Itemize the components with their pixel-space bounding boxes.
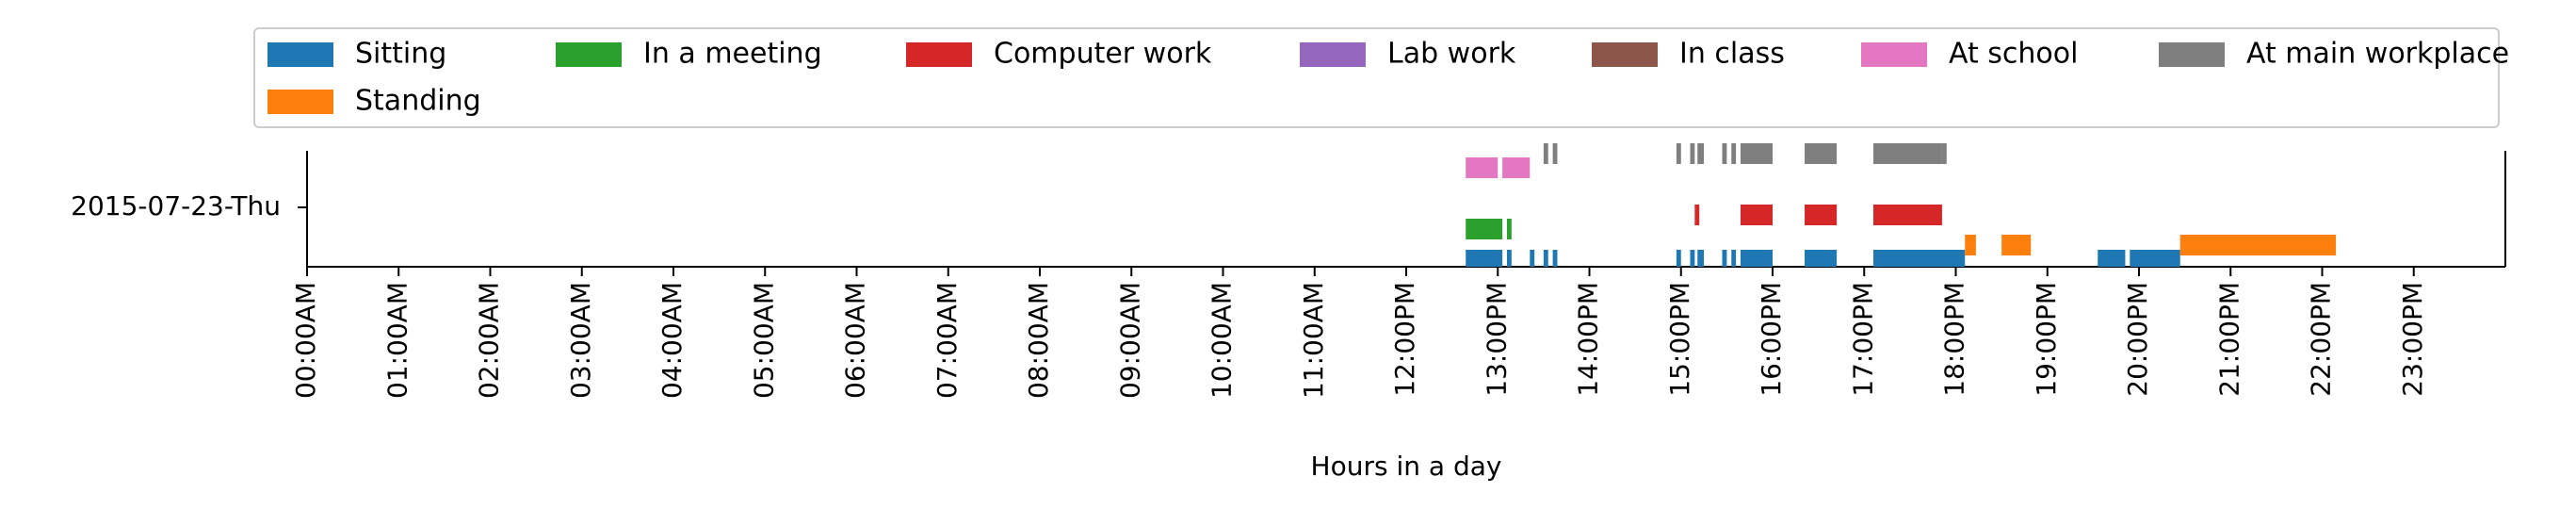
interval-bar-in-a-meeting (1466, 219, 1503, 239)
interval-bar-at-main-workplace (1676, 143, 1681, 164)
legend-swatch (1592, 42, 1658, 67)
x-tick-label: 08:00AM (1023, 282, 1054, 399)
x-tick-label: 18:00PM (1939, 282, 1970, 397)
legend-swatch (1861, 42, 1927, 67)
interval-bar-at-main-workplace (1740, 143, 1773, 164)
interval-bar-in-a-meeting (1506, 219, 1512, 239)
legend-label: Lab work (1387, 38, 1516, 71)
x-tick-label: 03:00AM (565, 282, 596, 399)
x-tick-label: 15:00PM (1664, 282, 1695, 397)
interval-bar-at-main-workplace (1805, 143, 1838, 164)
legend-label: In class (1679, 38, 1785, 71)
legend-swatch (267, 42, 333, 67)
x-tick-label: 01:00AM (381, 282, 413, 399)
interval-bar-sitting (1690, 250, 1695, 267)
plot-area (306, 143, 2506, 268)
interval-bar-sitting (1805, 250, 1838, 267)
interval-bar-at-school (1502, 157, 1531, 178)
x-axis: 00:00AM 01:00AM 02:00AM 03:00AM 04:00AM 05:00… (290, 267, 2428, 399)
x-tick-label: 05:00AM (748, 282, 779, 399)
interval-bar-sitting (1506, 250, 1512, 267)
x-tick-label: 20:00PM (2122, 282, 2153, 397)
interval-bar-sitting (1530, 250, 1535, 267)
x-axis-label: Hours in a day (1311, 451, 1502, 482)
legend-swatch (1300, 42, 1366, 67)
interval-bar-at-main-workplace (1731, 143, 1737, 164)
x-tick-label: 14:00PM (1573, 282, 1604, 397)
y-tick-label: 2015-07-23-Thu (71, 190, 281, 222)
legend-swatch (906, 42, 972, 67)
legend-label: At school (1949, 38, 2078, 71)
interval-bar-at-main-workplace (1552, 143, 1558, 164)
legend-swatch (267, 90, 333, 114)
x-tick-label: 07:00AM (932, 282, 963, 399)
x-tick-label: 12:00PM (1389, 282, 1420, 397)
x-tick-label: 13:00PM (1481, 282, 1512, 397)
interval-bar-at-school (1466, 157, 1499, 178)
interval-bar-at-main-workplace (1543, 143, 1548, 164)
legend-frame (253, 27, 2500, 128)
x-tick-label: 17:00PM (1847, 282, 1878, 397)
interval-bar-standing (2179, 235, 2337, 255)
interval-bar-sitting (1722, 250, 1727, 267)
x-tick-label: 06:00AM (840, 282, 871, 399)
x-tick-label: 00:00AM (290, 282, 321, 399)
x-tick-label: 02:00AM (474, 282, 505, 399)
legend-swatch (2159, 42, 2225, 67)
legend-label: In a meeting (643, 38, 822, 71)
interval-bar-at-main-workplace (1690, 143, 1695, 164)
y-axis: 2015-07-23-Thu (71, 190, 307, 222)
x-tick-label: 16:00PM (1756, 282, 1787, 397)
x-tick-label: 23:00PM (2397, 282, 2428, 397)
interval-bar-computer-work (1740, 205, 1773, 225)
interval-bar-sitting (1740, 250, 1773, 267)
interval-bar-computer-work (1694, 205, 1700, 225)
x-tick-label: 09:00AM (1114, 282, 1145, 399)
interval-bar-sitting (1552, 250, 1558, 267)
legend: Sitting In a meeting Computer work Lab work… (253, 27, 2509, 128)
interval-bar-at-main-workplace (1941, 143, 1947, 164)
interval-bar-sitting (1697, 250, 1705, 267)
interval-bar-sitting (2130, 250, 2180, 267)
legend-label: Computer work (994, 38, 1212, 71)
interval-bar-sitting (1466, 250, 1503, 267)
x-tick-label: 11:00AM (1298, 282, 1329, 399)
x-tick-label: 22:00PM (2306, 282, 2337, 397)
legend-label: Sitting (355, 38, 446, 71)
legend-label: Standing (355, 85, 481, 118)
interval-bar-standing (1965, 235, 1976, 255)
interval-bar-at-main-workplace (1872, 143, 1942, 164)
interval-bar-sitting (1872, 250, 1966, 267)
interval-bar-at-main-workplace (1722, 143, 1727, 164)
interval-bar-sitting (1676, 250, 1681, 267)
x-tick-label: 04:00AM (656, 282, 688, 399)
interval-bar-at-main-workplace (1697, 143, 1705, 164)
x-tick-label: 21:00PM (2213, 282, 2244, 397)
interval-bar-sitting (1731, 250, 1737, 267)
interval-bar-computer-work (1805, 205, 1838, 225)
interval-bar-standing (2001, 235, 2032, 255)
x-tick-label: 10:00AM (1207, 282, 1238, 399)
x-tick-label: 19:00PM (2031, 282, 2062, 397)
interval-bar-sitting (1543, 250, 1548, 267)
interval-bar-sitting (2098, 250, 2126, 267)
legend-label: At main workplace (2246, 38, 2509, 71)
interval-bar-computer-work (1872, 205, 1942, 225)
legend-swatch (556, 42, 622, 67)
